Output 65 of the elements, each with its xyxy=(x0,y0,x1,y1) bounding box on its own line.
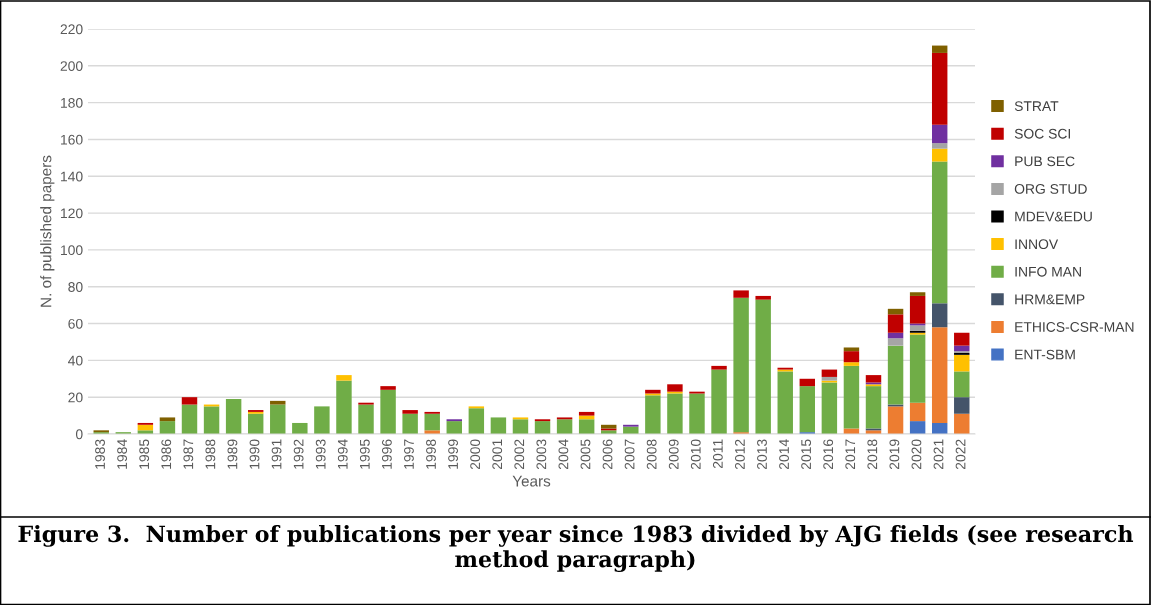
x-tick-label: 1994 xyxy=(337,439,348,469)
y-tick-label: 120 xyxy=(61,208,83,219)
y-tick-label: 60 xyxy=(68,318,83,329)
legend-label: ORG STUD xyxy=(1014,184,1087,194)
x-tick-label: 2010 xyxy=(690,439,701,470)
x-tick-label: 1988 xyxy=(205,439,216,469)
x-tick-label: 1986 xyxy=(161,439,172,469)
x-tick-label: 2015 xyxy=(801,439,812,470)
x-tick-label: 2021 xyxy=(933,439,944,470)
x-tick-label: 2004 xyxy=(558,439,569,470)
legend-label: INNOV xyxy=(1015,239,1059,250)
x-tick-label: 1993 xyxy=(315,439,326,469)
x-axis-title: Years xyxy=(512,475,551,487)
x-tick-label: 2009 xyxy=(668,439,679,470)
x-tick-label: 1996 xyxy=(381,439,392,469)
legend-label: STRAT xyxy=(1014,101,1059,112)
legend-label: MDEV&EDU xyxy=(1015,211,1092,222)
x-tick-label: 2011 xyxy=(712,439,723,469)
x-tick-label: 1997 xyxy=(404,439,414,469)
x-tick-label: 2000 xyxy=(470,439,481,470)
x-tick-label: 2001 xyxy=(492,439,503,470)
y-axis-title: N. of published papers xyxy=(40,155,55,307)
legend-label: ENT-SBM xyxy=(1015,349,1075,360)
legend-label: PUB SEC xyxy=(1015,156,1075,167)
legend-label: HRM&EMP xyxy=(1015,294,1085,305)
x-tick-label: 1989 xyxy=(227,439,238,469)
x-tick-label: 2013 xyxy=(757,439,767,470)
x-tick-label: 1987 xyxy=(183,439,194,469)
x-tick-label: 2007 xyxy=(624,439,635,470)
x-tick-label: 1984 xyxy=(117,439,128,469)
x-tick-label: 2003 xyxy=(536,439,547,470)
x-tick-label: 2022 xyxy=(955,439,966,470)
legend-label: ETHICS-CSR-MAN xyxy=(1015,322,1134,332)
x-tick-label: 1992 xyxy=(293,439,304,469)
y-tick-label: 200 xyxy=(60,61,83,71)
text: Figure 3. Number of publications per year since 1983 divided by AJG fields (see research method paragraph) xyxy=(18,525,1134,573)
legend-label: INFO MAN xyxy=(1015,266,1081,277)
x-tick-label: 1991 xyxy=(271,439,282,469)
y-tick-label: 140 xyxy=(61,171,83,182)
y-tick-label: 220 xyxy=(60,24,83,35)
y-tick-label: 80 xyxy=(68,282,83,292)
y-tick-label: 160 xyxy=(61,134,83,145)
x-tick-label: 2006 xyxy=(602,439,613,470)
y-tick-label: 20 xyxy=(68,392,83,403)
x-tick-label: 1983 xyxy=(95,439,105,469)
x-tick-label: 2002 xyxy=(514,439,525,470)
y-tick-label: 40 xyxy=(68,355,83,366)
x-tick-label: 1985 xyxy=(139,439,150,469)
x-tick-label: 2012 xyxy=(735,439,745,470)
x-tick-label: 2019 xyxy=(889,439,900,470)
y-tick-label: 180 xyxy=(61,97,83,108)
x-tick-label: 1998 xyxy=(426,439,436,469)
y-tick-label: 0 xyxy=(75,429,83,440)
x-tick-label: 2008 xyxy=(646,439,657,470)
x-tick-label: 2020 xyxy=(911,439,922,470)
x-tick-label: 2018 xyxy=(867,439,878,470)
x-tick-label: 2016 xyxy=(823,439,834,470)
x-tick-label: 1999 xyxy=(448,439,458,469)
legend-label: SOC SCI xyxy=(1014,128,1070,139)
x-tick-label: 2005 xyxy=(580,439,591,470)
x-tick-label: 2017 xyxy=(845,439,856,470)
x-tick-label: 1990 xyxy=(249,439,260,469)
y-tick-label: 100 xyxy=(61,245,83,256)
x-tick-label: 1995 xyxy=(359,439,370,469)
x-tick-label: 2014 xyxy=(779,439,789,470)
